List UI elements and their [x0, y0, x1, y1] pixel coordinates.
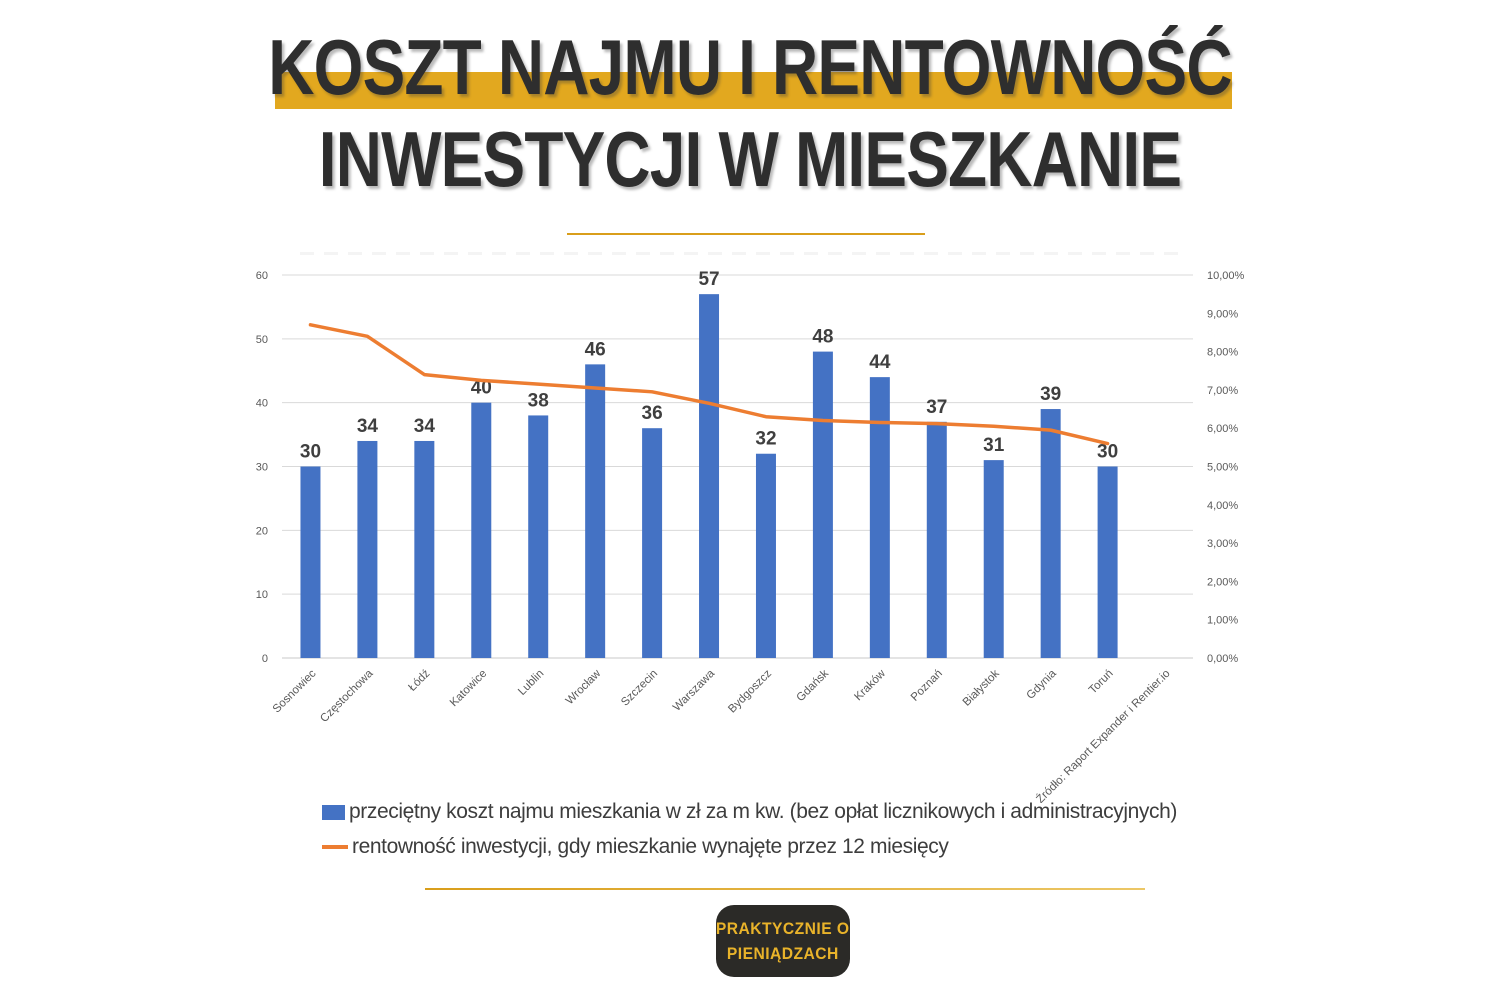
bar-value-label: 30	[1097, 442, 1118, 463]
legend-label: przeciętny koszt najmu mieszkania w zł z…	[349, 800, 1177, 823]
bar	[926, 421, 947, 658]
right-axis-tick: 6,00%	[1207, 423, 1238, 435]
bottom-gold-rule	[425, 888, 1145, 890]
bar-value-label: 36	[642, 403, 663, 424]
bar-value-label: 32	[755, 429, 776, 450]
top-gold-rule	[567, 233, 925, 235]
x-axis-category-label: Gdynia	[1025, 667, 1060, 702]
x-axis-category-label: Łódź	[406, 667, 432, 693]
legend-label: rentowność inwestycji, gdy mieszkanie wy…	[352, 835, 949, 858]
x-axis-category-label: Wrocław	[564, 667, 604, 707]
x-axis-category-label: Warszawa	[671, 667, 718, 714]
x-axis-category-label: Bydgoszcz	[726, 667, 774, 715]
bar	[812, 351, 833, 658]
x-axis-category-label: Toruń	[1087, 668, 1116, 697]
x-axis-category-label: Sosnowiec	[271, 667, 319, 715]
right-axis-tick: 8,00%	[1207, 347, 1238, 359]
x-axis-category-label: Gdańsk	[795, 667, 832, 704]
left-axis-tick: 0	[262, 653, 268, 665]
right-axis-tick: 10,00%	[1207, 270, 1245, 282]
bar-value-label: 39	[1040, 384, 1061, 405]
left-axis-tick: 50	[256, 334, 268, 346]
bar-value-label: 34	[357, 416, 379, 437]
bar-value-label: 34	[414, 416, 436, 437]
legend-item-bar-series: przeciętny koszt najmu mieszkania w zł z…	[322, 800, 1177, 824]
x-axis-category-label: Lublin	[516, 668, 546, 698]
bar-value-label: 57	[698, 269, 719, 290]
praktycznie-o-pieniadzach-logo: PRAKTYCZNIE O PIENIĄDZACH	[716, 905, 850, 977]
x-axis-category-label: Katowice	[448, 668, 489, 709]
bar	[357, 440, 378, 658]
right-axis-tick: 0,00%	[1207, 653, 1238, 665]
bar-value-label: 37	[926, 397, 947, 418]
logo-text-line2: PIENIĄDZACH	[727, 944, 839, 963]
left-axis-tick: 40	[256, 398, 268, 410]
bar	[300, 466, 321, 658]
bar-value-label: 48	[812, 327, 833, 348]
bar-value-label: 30	[300, 442, 321, 463]
bar-value-label: 46	[585, 339, 606, 360]
bar-value-label: 44	[869, 352, 891, 373]
bar	[983, 460, 1004, 658]
bar-series-swatch-icon	[322, 804, 345, 820]
bar-value-label: 38	[528, 390, 549, 411]
page-title-line1: KOSZT NAJMU I RENTOWNOŚĆ	[268, 23, 1232, 111]
chart-legend: przeciętny koszt najmu mieszkania w zł z…	[322, 800, 1177, 870]
x-axis-category-label: Białystok	[961, 667, 1002, 708]
profitability-line	[308, 323, 1110, 446]
bar	[471, 402, 492, 658]
logo-text-line1: PRAKTYCZNIE O	[716, 918, 850, 938]
left-axis-tick: 30	[256, 462, 268, 474]
right-axis-tick: 4,00%	[1207, 500, 1238, 512]
right-axis-tick: 3,00%	[1207, 538, 1238, 550]
combo-chart: 0 10 20 30 40 50 60 0,00% 1,00% 2,00% 3,00% 4,00% 5,…	[240, 258, 1250, 803]
bar	[414, 440, 435, 658]
bar-value-label: 40	[471, 378, 492, 399]
bar	[528, 415, 549, 658]
x-axis-category-label: Poznań	[909, 668, 945, 704]
legend-item-line-series: rentowność inwestycji, gdy mieszkanie wy…	[322, 835, 1177, 859]
bar	[699, 294, 720, 658]
page-title-line2: INWESTYCJI W MIESZKANIE	[318, 115, 1182, 203]
right-axis-tick: 1,00%	[1207, 615, 1238, 627]
title-highlight-band	[275, 72, 1232, 109]
bar-value-label: 31	[983, 435, 1005, 456]
right-axis-tick: 5,00%	[1207, 462, 1238, 474]
right-axis-tick: 2,00%	[1207, 576, 1238, 588]
left-axis-tick: 10	[256, 589, 268, 601]
bar	[1097, 466, 1118, 658]
bar	[585, 364, 606, 658]
bar	[755, 453, 776, 658]
faint-ghost-text-row	[300, 252, 1180, 255]
x-axis-category-label: Kraków	[852, 667, 888, 703]
right-axis-tick: 9,00%	[1207, 308, 1238, 320]
line-series-swatch-icon	[322, 845, 348, 849]
bar	[1040, 409, 1061, 658]
left-axis-tick: 60	[256, 270, 268, 282]
bar	[642, 428, 663, 658]
bar	[869, 377, 890, 658]
x-axis-category-label: Szczecin	[619, 668, 660, 709]
left-axis-tick: 20	[256, 525, 268, 537]
x-axis-category-label: Częstochowa	[318, 667, 376, 725]
right-axis-tick: 7,00%	[1207, 385, 1238, 397]
